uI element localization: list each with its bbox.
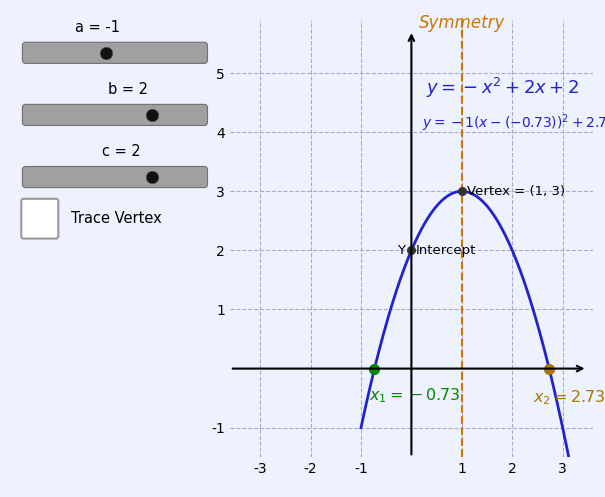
Text: $x_2 = 2.73$: $x_2 = 2.73$ (534, 389, 605, 408)
Text: c = 2: c = 2 (102, 144, 141, 159)
Text: $y = -1(x-(-0.73))^2 + 2.73$: $y = -1(x-(-0.73))^2 + 2.73$ (422, 112, 605, 134)
Text: b = 2: b = 2 (108, 82, 148, 97)
Text: $y = -x^2 + 2x + 2$: $y = -x^2 + 2x + 2$ (425, 76, 579, 100)
Text: Symmetry: Symmetry (419, 14, 505, 32)
Text: a = -1: a = -1 (75, 20, 120, 35)
FancyBboxPatch shape (22, 42, 208, 63)
Text: Vertex = (1, 3): Vertex = (1, 3) (467, 185, 565, 198)
Text: $x_1 = -0.73$: $x_1 = -0.73$ (368, 386, 460, 405)
Text: Trace Vertex: Trace Vertex (71, 211, 162, 226)
FancyBboxPatch shape (22, 166, 208, 187)
FancyBboxPatch shape (22, 104, 208, 125)
Text: Y: Y (397, 244, 405, 257)
FancyBboxPatch shape (21, 199, 58, 239)
Text: Intercept: Intercept (416, 244, 476, 257)
